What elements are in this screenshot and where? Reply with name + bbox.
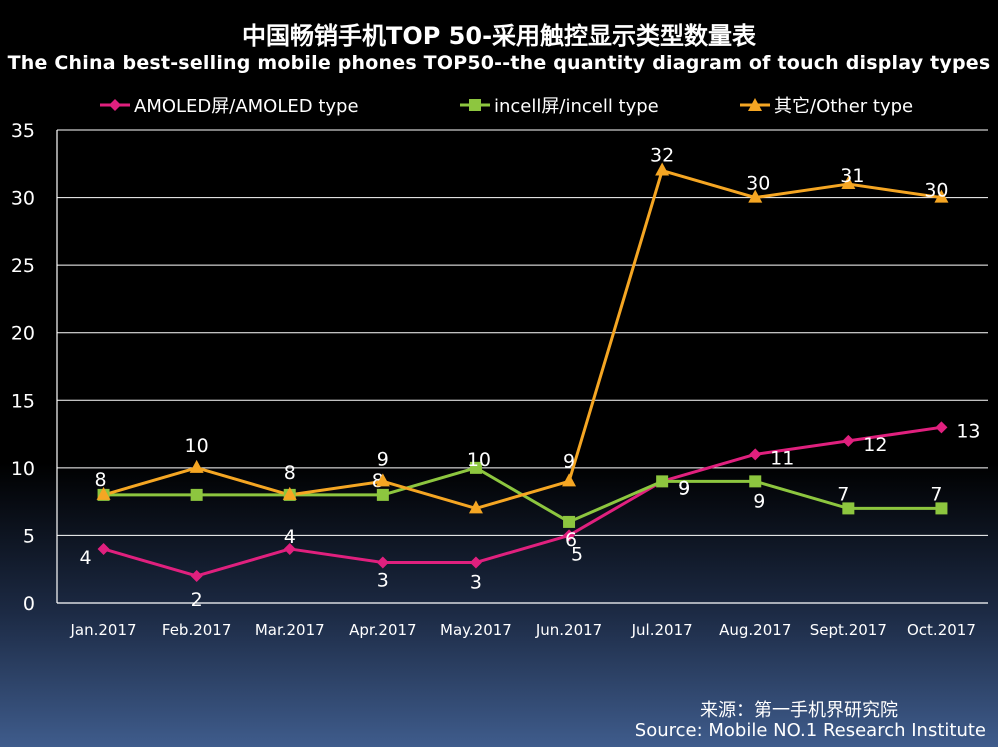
y-tick-label-10: 10 (11, 458, 35, 480)
data-label-2-7: 30 (746, 173, 770, 195)
data-label-2-1: 10 (185, 435, 209, 457)
point-incell-9 (935, 502, 948, 515)
x-tick-label-0: Jan.2017 (70, 621, 137, 639)
legend-label-incell: incell屏/incell type (494, 96, 659, 117)
point-other-5 (562, 473, 577, 487)
x-tick-label-6: Jul.2017 (631, 621, 693, 639)
legend-item-other: 其它/Other type (740, 92, 913, 118)
point-amoled-9 (935, 421, 948, 434)
series-line-0 (103, 425, 942, 578)
legend-item-incell: incell屏/incell type (460, 92, 659, 118)
point-amoled-4 (469, 556, 482, 569)
data-label-1-4: 10 (467, 449, 491, 471)
point-amoled-7 (749, 448, 762, 461)
y-tick-label-35: 35 (11, 120, 35, 142)
point-incell-1 (190, 488, 203, 501)
x-tick-label-7: Aug.2017 (719, 621, 791, 639)
x-tick-label-3: Apr.2017 (349, 621, 417, 639)
legend-label-other: 其它/Other type (774, 96, 914, 117)
point-other-1 (189, 459, 204, 473)
data-label-0-5: 5 (571, 543, 583, 565)
data-label-0-3: 3 (377, 569, 389, 591)
data-label-2-3: 9 (377, 448, 389, 470)
y-tick-label-25: 25 (11, 255, 35, 277)
data-label-0-8: 12 (863, 434, 887, 456)
series-line-2 (103, 169, 942, 510)
point-amoled-1 (190, 569, 203, 582)
point-amoled-0 (97, 542, 110, 555)
legend-label-amoled: AMOLED屏/AMOLED type (134, 96, 359, 117)
data-label-0-0: 4 (80, 547, 92, 569)
chart-title-en: The China best-selling mobile phones TOP… (7, 52, 991, 74)
data-label-1-6: 9 (678, 477, 690, 499)
data-label-1-5: 6 (565, 529, 577, 551)
y-tick-label-5: 5 (23, 525, 35, 547)
data-label-0-4: 3 (470, 571, 482, 593)
legend-item-amoled: AMOLED屏/AMOLED type (100, 92, 359, 118)
point-incell-7 (749, 475, 762, 488)
point-other-7 (748, 189, 763, 203)
y-tick-label-20: 20 (11, 323, 35, 345)
point-incell-8 (842, 502, 855, 515)
point-other-2 (282, 486, 297, 500)
data-label-2-9: 30 (924, 180, 948, 202)
point-other-4 (468, 500, 483, 514)
legend-marker-incell (460, 99, 490, 111)
data-label-0-9: 13 (956, 420, 980, 442)
data-label-1-0: 8 (95, 469, 107, 491)
data-label-2-2: 8 (284, 462, 296, 484)
x-tick-label-5: Jun.2017 (535, 621, 602, 639)
data-label-2-6: 32 (650, 145, 674, 167)
data-label-0-2: 4 (284, 526, 296, 548)
data-label-1-7: 9 (753, 490, 765, 512)
y-tick-label-15: 15 (11, 390, 35, 412)
chart-title-cn: 中国畅销手机TOP 50-采用触控显示类型数量表 (241, 22, 757, 50)
point-amoled-5 (563, 529, 576, 542)
data-label-1-8: 7 (837, 483, 849, 505)
x-tick-label-2: Mar.2017 (255, 621, 325, 639)
point-amoled-3 (376, 556, 389, 569)
data-label-1-3: 8 (372, 470, 384, 492)
data-label-2-5: 9 (563, 450, 575, 472)
data-label-0-1: 2 (191, 589, 203, 611)
point-incell-3 (376, 488, 389, 501)
point-incell-4 (469, 461, 482, 474)
point-other-0 (96, 486, 111, 500)
data-label-2-8: 31 (840, 165, 864, 187)
point-amoled-8 (842, 434, 855, 447)
x-tick-label-4: May.2017 (440, 621, 512, 639)
point-incell-5 (563, 515, 576, 528)
legend-marker-other (740, 98, 770, 111)
x-tick-label-9: Oct.2017 (907, 621, 976, 639)
point-other-8 (841, 176, 856, 190)
y-tick-label-0: 0 (23, 593, 35, 615)
y-tick-label-30: 30 (11, 188, 35, 210)
x-tick-label-1: Feb.2017 (162, 621, 232, 639)
legend-marker-amoled (100, 99, 130, 111)
point-other-6 (655, 162, 670, 176)
data-label-0-7: 11 (770, 447, 794, 469)
legend: AMOLED屏/AMOLED type incell屏/incell type … (100, 92, 980, 118)
x-tick-label-8: Sept.2017 (810, 621, 887, 639)
data-label-0-6: 9 (678, 477, 690, 499)
source-en: Source: Mobile NO.1 Research Institute (634, 720, 986, 741)
point-amoled-2 (283, 542, 296, 555)
point-incell-6 (656, 475, 669, 488)
point-other-3 (375, 473, 390, 487)
point-other-9 (934, 189, 949, 203)
data-label-1-9: 7 (930, 483, 942, 505)
source-cn: 来源：第一手机界研究院 (700, 700, 898, 721)
